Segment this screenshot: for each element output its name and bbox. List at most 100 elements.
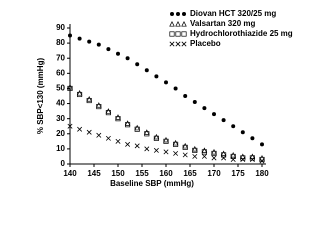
marker [201, 153, 207, 159]
marker [230, 151, 236, 158]
marker [105, 135, 111, 141]
marker [249, 156, 255, 162]
marker [173, 150, 179, 156]
marker [96, 102, 102, 108]
marker [163, 136, 169, 143]
marker [77, 126, 83, 132]
y-tick-label: 10 [56, 144, 65, 153]
marker [116, 51, 120, 56]
marker [212, 112, 216, 117]
marker [181, 21, 187, 27]
y-tick-label: 20 [56, 129, 65, 138]
marker [68, 33, 72, 38]
x-tick-label: 180 [255, 169, 269, 178]
marker [240, 156, 246, 162]
marker [115, 138, 121, 144]
marker [67, 85, 73, 91]
legend-label: Placebo [190, 39, 221, 48]
x-tick-label: 140 [63, 169, 77, 178]
marker [181, 41, 187, 47]
marker [192, 100, 197, 105]
y-tick-label: 90 [56, 23, 65, 32]
marker [96, 42, 101, 47]
y-tick-label: 40 [56, 99, 65, 108]
y-tick-label: 50 [56, 84, 65, 93]
marker [182, 152, 188, 158]
marker [176, 12, 180, 16]
x-tick-label: 165 [183, 169, 197, 178]
x-tick-label: 145 [87, 169, 101, 178]
marker [86, 97, 92, 104]
marker [67, 83, 73, 90]
y-tick-label: 70 [56, 53, 65, 62]
marker [134, 143, 140, 149]
x-tick-label: 155 [135, 169, 149, 178]
marker [221, 152, 227, 158]
y-tick-label: 30 [56, 114, 65, 123]
marker [125, 141, 131, 147]
marker [135, 62, 140, 67]
y-axis-label: % SBP<130 (mmHg) [36, 58, 45, 135]
marker [183, 94, 188, 98]
marker [115, 116, 121, 122]
marker [211, 150, 217, 156]
marker [96, 132, 102, 138]
marker [134, 126, 140, 132]
marker [175, 31, 181, 37]
x-tick-label: 175 [231, 169, 245, 178]
marker [202, 106, 207, 111]
marker [125, 122, 131, 128]
marker [192, 153, 198, 159]
marker [249, 153, 256, 159]
marker [170, 12, 174, 16]
marker [153, 147, 159, 153]
marker [259, 156, 265, 163]
y-tick-label: 80 [56, 38, 65, 47]
marker [115, 114, 121, 120]
marker [169, 31, 175, 37]
marker [96, 104, 102, 110]
marker [144, 129, 150, 135]
marker [182, 12, 186, 16]
marker [154, 74, 159, 79]
marker [86, 96, 92, 102]
marker [211, 148, 217, 155]
marker [169, 41, 175, 47]
x-tick-label: 150 [111, 169, 125, 178]
marker [240, 155, 246, 161]
marker [134, 124, 140, 131]
marker [230, 153, 236, 159]
marker [231, 124, 236, 129]
marker [250, 136, 255, 141]
marker [259, 158, 265, 164]
y-tick-label: 60 [56, 68, 65, 77]
marker [221, 118, 226, 123]
marker [259, 154, 265, 161]
marker [105, 108, 112, 114]
marker [125, 56, 130, 61]
marker [153, 133, 160, 140]
legend-label: Diovan HCT 320/25 mg [190, 9, 276, 18]
marker [77, 91, 83, 98]
x-tick-label: 170 [207, 169, 221, 178]
marker [124, 120, 131, 126]
marker [163, 149, 169, 155]
marker [182, 142, 188, 149]
x-tick-label: 160 [159, 169, 173, 178]
chart: Baseline SBP (mmHg) % SBP<130 (mmHg) 0 10… [36, 9, 293, 188]
marker [240, 130, 245, 135]
marker [105, 110, 111, 116]
marker [86, 129, 92, 135]
marker [144, 146, 150, 152]
marker [144, 131, 150, 137]
marker [173, 141, 179, 147]
marker [169, 21, 175, 27]
marker [221, 155, 227, 161]
marker [144, 68, 149, 73]
marker [182, 144, 188, 150]
marker [211, 155, 217, 161]
marker [163, 138, 169, 144]
marker [181, 31, 187, 37]
marker [220, 150, 227, 156]
marker [172, 139, 179, 146]
